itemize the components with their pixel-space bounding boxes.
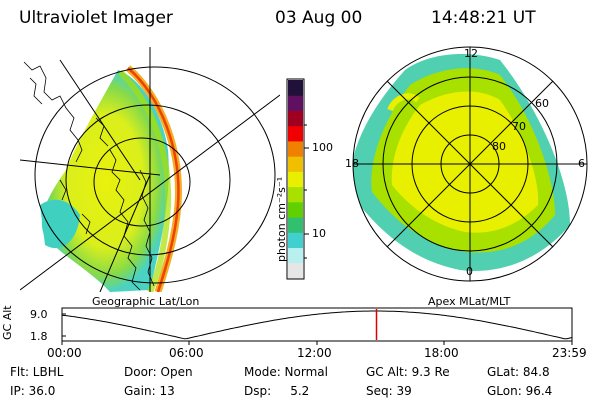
- timeline-x-tick-0600: 06:00: [169, 346, 204, 360]
- timeline-plot: [61, 307, 573, 345]
- status-ip: IP: 36.0: [10, 384, 56, 398]
- geo-aurora-left-fringe: [40, 199, 80, 249]
- status-glon: GLon: 96.4: [487, 384, 553, 398]
- status-dsp: Dsp: 5.2: [244, 384, 310, 398]
- instrument-title: Ultraviolet Imager: [19, 8, 173, 28]
- mlat-label-80: 80: [492, 140, 506, 153]
- status-filter: Flt: LBHL: [10, 365, 64, 379]
- image-time: 14:48:21 UT: [431, 8, 536, 28]
- colorbar-segment: [288, 262, 303, 279]
- colorbar-tick-10: 10: [312, 227, 326, 240]
- image-date: 03 Aug 00: [275, 8, 363, 28]
- timeline-y-tick-low: 1.8: [30, 330, 48, 343]
- colorbar-segment: [288, 156, 303, 172]
- timeline-x-tick-0000: 00:00: [47, 346, 82, 360]
- polar-grid: [352, 46, 588, 282]
- timeline-y-tick-high: 9.0: [30, 308, 48, 321]
- apex-caption: Apex MLat/MLT: [428, 295, 511, 308]
- status-door: Door: Open: [124, 365, 193, 379]
- colorbar-segment: [288, 232, 303, 249]
- mlat-label-70: 70: [512, 120, 526, 133]
- status-glat: GLat: 84.8: [487, 365, 550, 379]
- colorbar-segments: [288, 80, 303, 279]
- geo-aurora-emission: [41, 70, 169, 292]
- mlt-label-0: 0: [466, 265, 473, 278]
- gc-alt-curve: [61, 310, 573, 340]
- colorbar-segment: [288, 125, 303, 142]
- colorbar-segment: [288, 110, 303, 127]
- timeline-axis-label: GC Alt: [1, 305, 14, 340]
- colorbar-segment: [288, 217, 303, 233]
- colorbar-segment: [288, 247, 303, 264]
- geographic-caption: Geographic Lat/Lon: [92, 295, 200, 308]
- geo-bright-arc-core: [127, 67, 180, 292]
- gc-alt-line: [61, 310, 573, 340]
- timeline-x-tick-1800: 18:00: [424, 346, 459, 360]
- geo-arc-halo: [117, 69, 172, 292]
- geo-grid: [20, 47, 280, 292]
- status-seq: Seq: 39: [366, 384, 412, 398]
- status-gain: Gain: 13: [124, 384, 175, 398]
- colorbar-tick-100: 100: [312, 141, 333, 154]
- polar-aurora-core: [391, 91, 539, 233]
- mlat-label-60: 60: [535, 97, 549, 110]
- colorbar-segment: [288, 201, 303, 218]
- colorbar-unit-label: photon cm⁻²s⁻¹: [275, 176, 288, 262]
- polar-aurora-bright-spot: [387, 93, 420, 112]
- colorbar-segment: [288, 80, 303, 96]
- mlt-label-6: 6: [578, 157, 585, 170]
- timeline-x-tick-1200: 12:00: [297, 346, 332, 360]
- geo-coastlines: [23, 61, 155, 291]
- colorbar-segment: [288, 186, 303, 203]
- colorbar-ticks: [304, 124, 309, 259]
- status-mode: Mode: Normal: [244, 365, 328, 379]
- colorbar-segment: [288, 140, 303, 157]
- timeline-x-tick-2359: 23:59: [552, 346, 587, 360]
- colorbar: [286, 78, 305, 280]
- colorbar-segment: [288, 95, 303, 111]
- mlt-label-12: 12: [464, 47, 478, 60]
- status-gc-alt: GC Alt: 9.3 Re: [366, 365, 450, 379]
- mlt-label-18: 18: [345, 157, 359, 170]
- colorbar-segment: [288, 171, 303, 188]
